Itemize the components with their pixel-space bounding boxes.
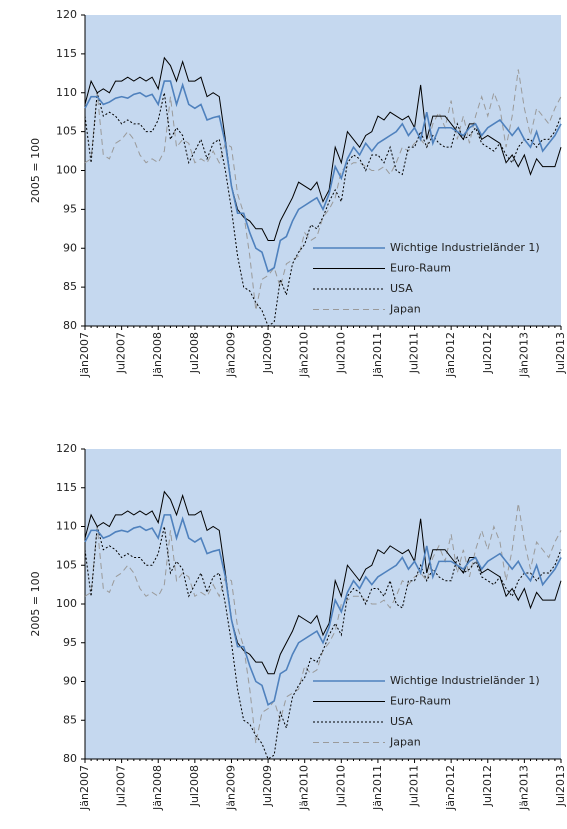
series-line bbox=[84, 69, 562, 311]
x-tick-label: Jul2011 bbox=[408, 765, 421, 807]
x-tick-label: Jän2010 bbox=[298, 765, 311, 811]
x-tick-label: Jän2012 bbox=[444, 332, 457, 378]
x-tick-label: Jän2007 bbox=[78, 765, 91, 811]
legend-label: Japan bbox=[389, 303, 421, 316]
x-tick-label: Jul2012 bbox=[481, 332, 494, 374]
y-axis-label: 2005 = 100 bbox=[29, 138, 42, 203]
x-tick-label: Jul2011 bbox=[408, 332, 421, 374]
x-tick-label: Jul2009 bbox=[261, 765, 274, 807]
y-tick-label: 85 bbox=[63, 280, 77, 293]
y-tick-label: 100 bbox=[56, 597, 77, 610]
x-tick-label: Jul2013 bbox=[554, 765, 567, 807]
x-tick-label: Jän2012 bbox=[444, 765, 457, 811]
x-tick-label: Jän2011 bbox=[371, 765, 384, 811]
y-tick-label: 105 bbox=[56, 558, 77, 571]
x-tick-label: Jul2008 bbox=[188, 332, 201, 374]
x-tick-label: Jän2010 bbox=[298, 332, 311, 378]
x-tick-label: Jän2009 bbox=[224, 765, 237, 811]
chart: 80 85 90 95 100 105 110 115 120 2005 = 100 Jän2007… bbox=[29, 8, 567, 378]
x-tick-label: Jän2011 bbox=[371, 332, 384, 378]
y-tick-label: 95 bbox=[63, 202, 77, 215]
y-axis-label: 2005 = 100 bbox=[29, 571, 42, 636]
chart: 80 85 90 95 100 105 110 115 120 2005 = 100 Jän2007… bbox=[29, 442, 567, 811]
x-tick-label: Jän2013 bbox=[517, 765, 530, 811]
legend-label: USA bbox=[390, 282, 413, 295]
y-tick-label: 80 bbox=[63, 319, 77, 332]
x-tick-label: Jän2009 bbox=[224, 332, 237, 378]
y-tick-label: 85 bbox=[63, 713, 77, 726]
y-tick-label: 105 bbox=[56, 125, 77, 138]
y-tick-label: 120 bbox=[56, 442, 77, 455]
x-tick-label: Jul2012 bbox=[481, 765, 494, 807]
y-tick-label: 90 bbox=[63, 675, 77, 688]
x-tick-label: Jul2010 bbox=[334, 332, 347, 374]
x-tick-label: Jul2007 bbox=[115, 765, 128, 807]
x-tick-label: Jul2010 bbox=[334, 765, 347, 807]
legend-label: USA bbox=[390, 715, 413, 728]
y-tick-label: 110 bbox=[56, 86, 77, 99]
x-tick-label: Jän2008 bbox=[151, 765, 164, 811]
series-line bbox=[84, 80, 562, 273]
y-tick-label: 110 bbox=[56, 520, 77, 533]
x-tick-label: Jän2007 bbox=[78, 332, 91, 378]
y-tick-label: 115 bbox=[56, 47, 77, 60]
x-tick-label: Jän2013 bbox=[517, 332, 530, 378]
plot-area bbox=[85, 15, 561, 326]
x-tick-label: Jul2009 bbox=[261, 332, 274, 374]
legend-label: Japan bbox=[389, 736, 421, 749]
series-line bbox=[84, 56, 562, 241]
y-tick-label: 115 bbox=[56, 481, 77, 494]
y-tick-label: 95 bbox=[63, 636, 77, 649]
legend-label: Wichtige Industrieländer 1) bbox=[390, 674, 540, 687]
series-line bbox=[84, 490, 562, 675]
series-line bbox=[84, 526, 562, 760]
series-line bbox=[84, 514, 562, 706]
x-tick-label: Jul2013 bbox=[554, 332, 567, 374]
x-tick-label: Jän2008 bbox=[151, 332, 164, 378]
legend-label: Euro-Raum bbox=[390, 695, 451, 708]
plot-area bbox=[85, 449, 561, 759]
legend-label: Wichtige Industrieländer 1) bbox=[390, 241, 540, 254]
y-tick-label: 90 bbox=[63, 241, 77, 254]
legend-label: Euro-Raum bbox=[390, 262, 451, 275]
x-tick-label: Jul2008 bbox=[188, 765, 201, 807]
x-tick-label: Jul2007 bbox=[115, 332, 128, 374]
y-tick-label: 80 bbox=[63, 752, 77, 765]
y-tick-label: 120 bbox=[56, 8, 77, 21]
y-tick-label: 100 bbox=[56, 164, 77, 177]
